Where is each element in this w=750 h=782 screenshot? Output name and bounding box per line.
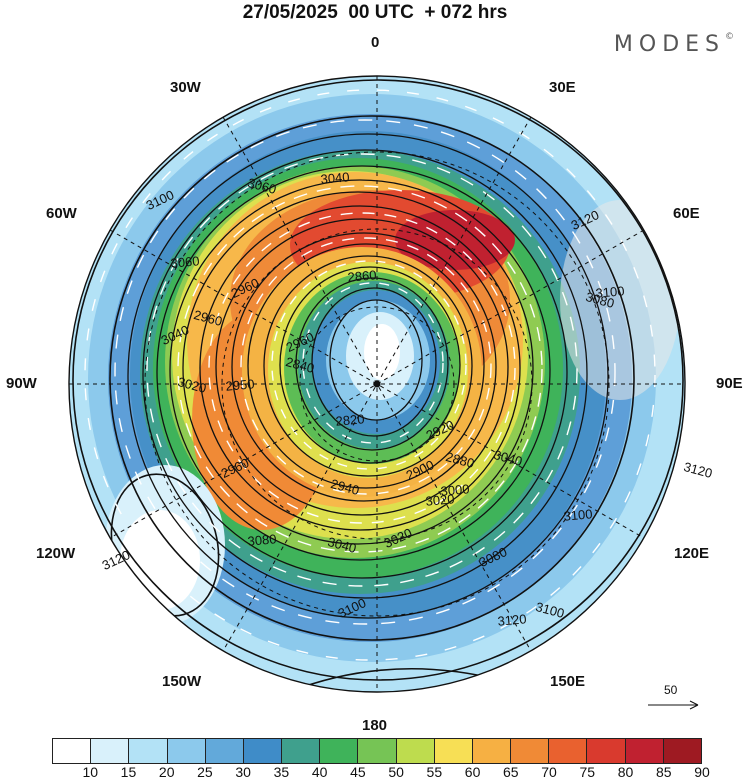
- lon-label-150w: 150W: [162, 673, 202, 690]
- colorbar-tick-label: 35: [273, 764, 290, 780]
- colorbar-tick-label: 65: [503, 764, 519, 780]
- colorbar-tick-label: 45: [350, 764, 366, 780]
- streamline-ring-8: [84, 89, 656, 661]
- colorbar-tick-label: 15: [120, 764, 137, 780]
- graticule: [68, 75, 686, 693]
- wind-speed-fill: [69, 76, 685, 692]
- colorbar-tick-label: 50: [388, 764, 404, 780]
- colorbar-swatch: [53, 739, 92, 763]
- latitude-circles: [144, 151, 610, 617]
- contour-label: 3080: [246, 531, 278, 549]
- colorbar-tick-label: 80: [617, 764, 634, 780]
- contour-3080: [127, 133, 609, 619]
- pole-marker: [373, 380, 381, 388]
- lon-label-30e: 30E: [549, 79, 576, 96]
- contour-label: 3100: [562, 506, 594, 524]
- colorbar-swatch: [282, 739, 321, 763]
- streamline-ring-1: [114, 119, 616, 625]
- contour-2820: [329, 299, 423, 421]
- colorbar-swatch: [358, 739, 397, 763]
- brand-logo: MODES©: [614, 32, 734, 57]
- lon-label-30w: 30W: [170, 79, 201, 96]
- contour-3060: [142, 149, 588, 599]
- colorbar-tick-label: 55: [426, 764, 443, 780]
- contour-2860: [295, 277, 449, 451]
- lon-label-60e: 60E: [673, 205, 700, 222]
- brand-mark: ©: [725, 32, 734, 42]
- colorbar-tick-label: 85: [655, 764, 672, 780]
- colorbar: [52, 738, 702, 764]
- contour-label: 2820: [334, 411, 366, 429]
- colorbar-swatch: [472, 739, 512, 763]
- lon-label-0: 0: [371, 34, 380, 51]
- chart-title: 27/05/2025 00 UTC + 072 hrs: [242, 2, 508, 23]
- colorbar-tick-label: 25: [197, 764, 213, 780]
- contour-2900: [263, 255, 473, 477]
- lon-label-90e: 90E: [716, 375, 743, 392]
- contour-2980: [199, 205, 521, 531]
- contour-2840: [311, 287, 437, 437]
- colorbar-swatch: [396, 739, 435, 763]
- fill-band-10-inner: [364, 324, 400, 380]
- reference-arrow: [648, 700, 699, 710]
- colorbar-tick-label: 30: [235, 764, 251, 780]
- colorbar-tick-label: 10: [82, 764, 99, 780]
- contour-label: 2860: [346, 267, 378, 285]
- brand-text: MODES: [613, 32, 725, 57]
- contour-2940: [231, 232, 497, 502]
- colorbar-ticks: 10 15 20 25 30 35 40 45 50 55 60 65 70 75 80 85 90: [52, 764, 709, 782]
- contour-2880: [279, 266, 461, 464]
- colorbar-swatch: [625, 739, 664, 763]
- contour-3120: [72, 79, 684, 681]
- colorbar-tick-label: 75: [579, 764, 596, 780]
- map-border: [68, 75, 686, 693]
- contour-label: 3040: [319, 169, 351, 187]
- colorbar-swatch: [434, 739, 473, 763]
- lon-label-90w: 90W: [6, 375, 37, 392]
- lon-label-60w: 60W: [46, 205, 77, 222]
- lon-label-120w: 120W: [36, 545, 76, 562]
- contour-3000: [182, 191, 534, 545]
- contour-label: 3120: [496, 611, 528, 629]
- fill-band-90: [395, 210, 515, 270]
- colorbar-swatch: [243, 739, 283, 763]
- contour-label: 3000: [439, 481, 471, 499]
- colorbar-tick-label: 70: [541, 764, 557, 780]
- contour-2920: [247, 243, 485, 489]
- colorbar-swatch: [129, 739, 168, 763]
- colorbar-swatch: [167, 739, 206, 763]
- contour-label: 3100: [594, 283, 626, 301]
- streamline-ring-7: [302, 282, 444, 444]
- reference-vector-label: 50: [664, 683, 678, 697]
- streamline-ring-6: [271, 260, 467, 470]
- colorbar-swatch: [663, 739, 701, 763]
- streamline-ring-2: [146, 153, 578, 587]
- colorbar-tick-label: 60: [464, 764, 481, 780]
- colorbar-swatch: [320, 739, 359, 763]
- colorbar-tick-label: 40: [311, 764, 328, 780]
- contour-2960: [215, 218, 509, 516]
- contour-3020: [169, 179, 551, 561]
- contour-3040: [156, 165, 568, 579]
- streamline-ring-4: [208, 212, 516, 524]
- colorbar-tick-label: 90: [694, 764, 710, 780]
- colorbar-swatch: [205, 739, 244, 763]
- fill-landmass-tint: [560, 200, 680, 400]
- lon-label-120e: 120E: [674, 545, 710, 562]
- colorbar-swatch: [91, 739, 130, 763]
- contour-3100: [109, 115, 635, 641]
- colorbar-swatch: [587, 739, 626, 763]
- colorbar-swatch: [511, 739, 550, 763]
- streamline-ring-5: [240, 237, 492, 495]
- wind-vectors: [84, 89, 656, 661]
- lon-label-150e: 150E: [550, 673, 586, 690]
- streamline-ring-3: [177, 185, 543, 553]
- contour-label: 2950: [224, 376, 256, 394]
- colorbar-swatch: [549, 739, 588, 763]
- lon-label-180: 180: [362, 717, 388, 734]
- contour-label: 3060: [169, 253, 201, 271]
- colorbar-tick-label: 20: [158, 764, 175, 780]
